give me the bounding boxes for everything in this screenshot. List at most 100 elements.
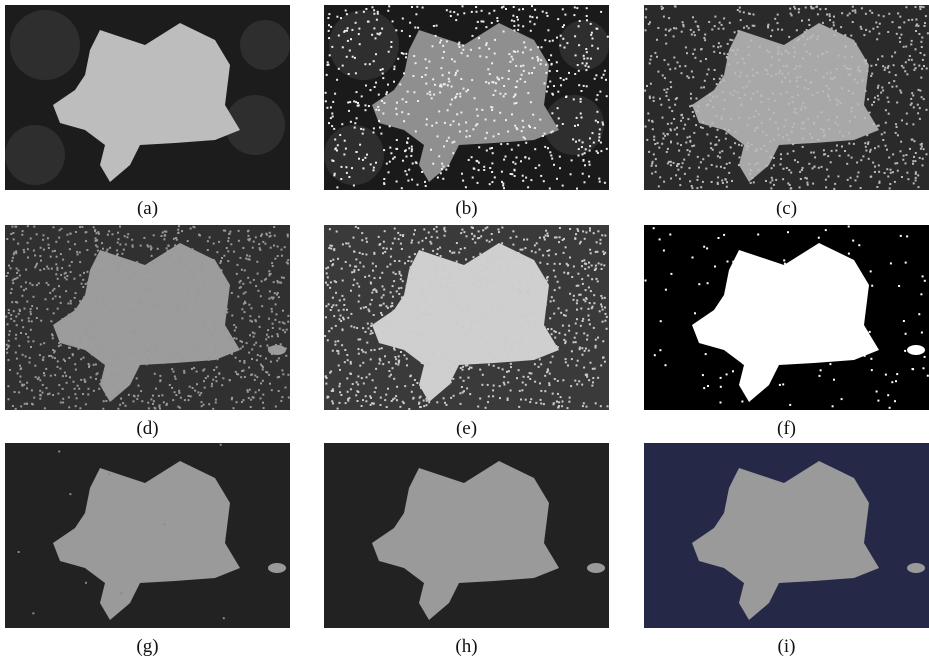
noise-pixel bbox=[488, 395, 490, 397]
noise-pixel bbox=[780, 158, 782, 160]
noise-pixel bbox=[582, 153, 584, 155]
noise-pixel bbox=[604, 307, 606, 309]
noise-pixel bbox=[359, 43, 361, 45]
noise-pixel bbox=[233, 337, 235, 339]
noise-pixel bbox=[375, 387, 377, 389]
noise-pixel bbox=[346, 56, 348, 58]
noise-pixel bbox=[400, 243, 402, 245]
noise-pixel bbox=[874, 147, 876, 149]
noise-pixel bbox=[243, 399, 245, 401]
noise-pixel bbox=[833, 24, 835, 26]
noise-pixel bbox=[154, 348, 156, 350]
noise-pixel bbox=[899, 37, 901, 39]
noise-pixel bbox=[79, 274, 81, 276]
noise-pixel bbox=[395, 358, 397, 360]
noise-pixel bbox=[920, 148, 922, 150]
noise-pixel bbox=[534, 244, 536, 246]
noise-pixel bbox=[477, 182, 479, 184]
noise-pixel bbox=[48, 244, 50, 246]
noise-pixel bbox=[875, 64, 877, 66]
noise-pixel bbox=[339, 391, 341, 393]
noise-pixel bbox=[221, 384, 223, 386]
noise-pixel bbox=[547, 29, 549, 31]
noise-pixel bbox=[746, 85, 748, 87]
noise-pixel bbox=[789, 404, 791, 406]
noise-pixel bbox=[83, 331, 85, 333]
noise-pixel bbox=[12, 257, 14, 259]
noise-pixel bbox=[177, 342, 179, 344]
noise-pixel bbox=[241, 401, 243, 403]
noise-pixel bbox=[864, 355, 866, 357]
noise-pixel bbox=[362, 253, 364, 255]
noise-pixel bbox=[727, 53, 729, 55]
noise-pixel bbox=[112, 284, 114, 286]
noise-pixel bbox=[265, 338, 267, 340]
noise-pixel bbox=[39, 390, 41, 392]
noise-pixel bbox=[720, 386, 722, 388]
noise-pixel bbox=[202, 286, 204, 288]
noise-pixel bbox=[260, 397, 262, 399]
noise-pixel bbox=[817, 139, 819, 141]
noise-pixel bbox=[8, 340, 10, 342]
noise-pixel bbox=[207, 356, 209, 358]
noise-pixel bbox=[395, 395, 397, 397]
noise-pixel bbox=[461, 52, 463, 54]
noise-pixel bbox=[864, 117, 866, 119]
noise-pixel bbox=[466, 130, 468, 132]
noise-pixel bbox=[489, 342, 491, 344]
noise-pixel bbox=[396, 181, 398, 183]
noise-pixel bbox=[373, 314, 375, 316]
noise-pixel bbox=[81, 226, 83, 228]
noise-pixel bbox=[521, 130, 523, 132]
noise-pixel bbox=[239, 257, 241, 259]
noise-pixel bbox=[589, 302, 591, 304]
noise-pixel bbox=[486, 150, 488, 152]
noise-pixel bbox=[93, 322, 95, 324]
noise-pixel bbox=[341, 166, 343, 168]
noise-pixel bbox=[466, 387, 468, 389]
noise-pixel bbox=[850, 35, 852, 37]
noise-pixel bbox=[207, 302, 209, 304]
noise-pixel bbox=[486, 311, 488, 313]
noise-pixel bbox=[576, 332, 578, 334]
noise-pixel bbox=[702, 127, 704, 129]
noise-pixel bbox=[877, 85, 879, 87]
noise-pixel bbox=[27, 341, 29, 343]
noise-pixel bbox=[766, 50, 768, 52]
noise-pixel bbox=[483, 166, 485, 168]
noise-pixel bbox=[506, 269, 508, 271]
noise-pixel bbox=[36, 307, 38, 309]
noise-pixel bbox=[675, 174, 677, 176]
noise-pixel bbox=[719, 81, 721, 83]
noise-pixel bbox=[510, 237, 512, 239]
noise-pixel bbox=[102, 295, 104, 297]
noise-pixel bbox=[493, 310, 495, 312]
noise-pixel bbox=[848, 253, 850, 255]
noise-pixel bbox=[203, 324, 205, 326]
noise-pixel bbox=[521, 271, 523, 273]
noise-pixel bbox=[104, 381, 106, 383]
noise-pixel bbox=[528, 313, 530, 315]
noise-pixel bbox=[426, 366, 428, 368]
noise-pixel bbox=[473, 332, 475, 334]
noise-pixel bbox=[878, 125, 880, 127]
noise-pixel bbox=[586, 406, 588, 408]
noise-pixel bbox=[190, 395, 192, 397]
noise-pixel bbox=[241, 317, 243, 319]
noise-pixel bbox=[275, 406, 277, 408]
noise-pixel bbox=[338, 365, 340, 367]
noise-pixel bbox=[270, 351, 272, 353]
noise-pixel bbox=[35, 265, 37, 267]
noise-pixel bbox=[236, 401, 238, 403]
noise-pixel bbox=[356, 117, 358, 119]
noise-pixel bbox=[172, 399, 174, 401]
panel: (d) bbox=[5, 225, 290, 440]
noise-pixel bbox=[436, 237, 438, 239]
noise-pixel bbox=[112, 233, 114, 235]
noise-pixel bbox=[350, 290, 352, 292]
noise-pixel bbox=[470, 327, 472, 329]
noise-pixel bbox=[99, 291, 101, 293]
noise-pixel bbox=[373, 60, 375, 62]
noise-pixel bbox=[231, 315, 233, 317]
noise-pixel bbox=[459, 131, 461, 133]
